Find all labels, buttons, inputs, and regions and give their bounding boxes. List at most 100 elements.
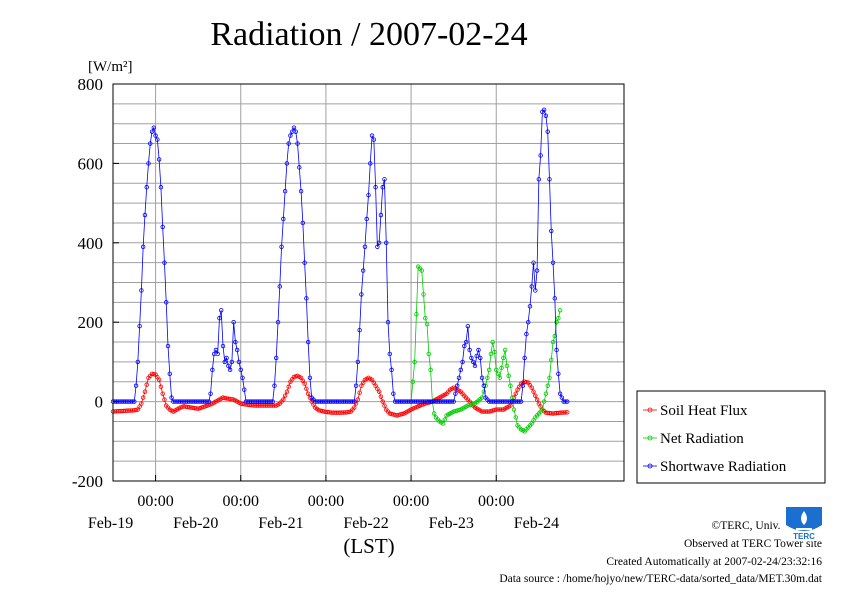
data-point <box>224 355 229 361</box>
data-point <box>281 397 286 402</box>
x-tick-time-label: 00:00 <box>137 493 173 510</box>
data-point <box>549 357 554 363</box>
data-point <box>384 240 389 245</box>
data-point <box>536 177 542 182</box>
data-point <box>146 161 151 166</box>
data-point <box>389 367 394 373</box>
terc-logo-icon: TERC <box>782 503 826 541</box>
data-point <box>554 347 559 353</box>
data-point <box>442 417 447 422</box>
data-point <box>511 407 517 412</box>
data-point <box>508 383 513 388</box>
data-point <box>156 157 162 162</box>
data-point <box>456 407 462 413</box>
data-point <box>282 188 288 194</box>
data-point <box>456 375 462 380</box>
data-point <box>281 216 286 222</box>
data-point <box>222 359 227 365</box>
x-tick-date-label: Feb-21 <box>258 515 303 532</box>
data-point <box>531 260 536 265</box>
data-point <box>481 383 487 388</box>
data-point <box>142 389 148 394</box>
data-point <box>355 397 361 402</box>
data-point <box>373 185 378 190</box>
data-point <box>169 395 174 400</box>
data-point <box>534 268 540 273</box>
data-point <box>217 316 222 321</box>
data-point <box>291 125 297 130</box>
data-point <box>382 177 387 182</box>
data-point <box>547 177 552 182</box>
data-point <box>525 320 531 325</box>
data-point <box>543 391 549 396</box>
x-tick-time-label: 00:00 <box>393 493 429 510</box>
data-point <box>428 367 433 373</box>
data-point <box>431 411 437 416</box>
data-point <box>524 379 529 385</box>
data-point <box>424 321 430 327</box>
data-point <box>522 355 527 361</box>
data-point <box>274 355 279 361</box>
data-point <box>151 125 157 130</box>
data-point <box>226 363 231 369</box>
data-point <box>355 359 361 365</box>
data-point <box>469 355 474 361</box>
data-point <box>563 410 568 415</box>
data-point <box>300 220 306 226</box>
y-tick-label: 400 <box>78 234 104 253</box>
data-point <box>557 391 563 396</box>
data-point <box>227 367 233 373</box>
data-point <box>492 349 497 355</box>
data-point <box>297 165 302 170</box>
data-point <box>376 240 382 245</box>
data-point <box>208 391 213 396</box>
x-axis-label: (LST) <box>343 534 394 558</box>
data-point <box>550 260 556 265</box>
data-point <box>531 389 536 394</box>
data-point <box>213 347 219 353</box>
y-tick-label: 600 <box>78 154 104 173</box>
data-point <box>164 300 169 305</box>
data-point <box>282 393 288 398</box>
data-point <box>162 260 167 265</box>
data-point <box>375 244 380 249</box>
data-point <box>366 192 371 198</box>
data-point <box>231 320 236 325</box>
legend-box <box>636 390 826 484</box>
data-point <box>139 401 144 406</box>
data-point <box>279 244 284 249</box>
data-point <box>162 397 167 402</box>
data-point <box>518 399 524 404</box>
x-tick-date-label: Feb-20 <box>173 515 218 532</box>
x-tick-time-label: 00:00 <box>478 493 514 510</box>
series-line <box>113 109 568 403</box>
data-point <box>235 347 240 353</box>
legend-label: Net Radiation <box>660 431 744 447</box>
legend-label: Soil Heat Flux <box>660 403 748 419</box>
data-point <box>467 347 472 353</box>
y-axis: -200 0 200 400 600 800 <box>72 75 119 491</box>
data-point <box>140 395 146 400</box>
data-point <box>550 339 556 345</box>
data-point <box>449 399 455 404</box>
x-axis: 00:00Feb-1900:00Feb-2000:00Feb-2100:00Fe… <box>88 475 559 532</box>
data-point <box>371 137 377 142</box>
data-point <box>565 410 570 415</box>
series-shortwave-radiation <box>110 107 570 404</box>
data-point <box>540 407 545 412</box>
y-tick-label: -200 <box>72 472 103 491</box>
data-point <box>210 367 215 373</box>
data-point <box>440 421 446 426</box>
data-point <box>465 323 471 329</box>
data-point <box>293 129 298 134</box>
y-tick-label: 200 <box>78 313 104 332</box>
data-point <box>362 244 368 249</box>
series-net-radiation <box>408 264 563 434</box>
data-point <box>139 288 144 293</box>
data-point <box>481 389 487 394</box>
data-point <box>412 359 417 365</box>
data-point <box>463 339 469 345</box>
data-point <box>380 185 385 190</box>
data-point <box>135 359 141 365</box>
data-point <box>382 403 387 408</box>
